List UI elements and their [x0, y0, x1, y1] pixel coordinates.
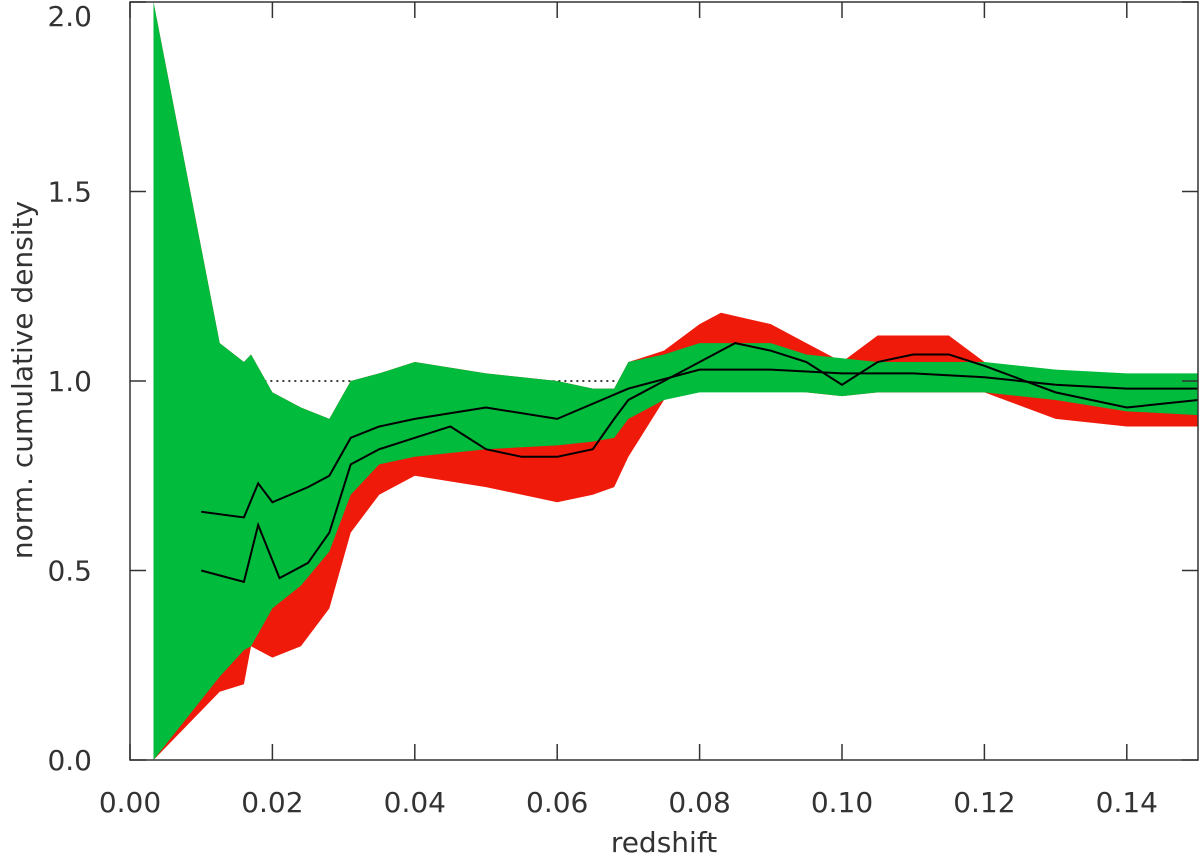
x-tick-label: 0.12	[953, 786, 1015, 819]
y-tick-label: 0.5	[47, 555, 92, 588]
x-tick-label: 0.00	[99, 786, 161, 819]
y-tick-label: 1.5	[47, 176, 92, 209]
band	[153, 2, 1199, 760]
x-tick-label: 0.08	[668, 786, 730, 819]
y-tick-label: 1.0	[47, 365, 92, 398]
x-axis-label: redshift	[611, 826, 717, 859]
y-axis-label: norm. cumulative density	[6, 201, 39, 559]
x-tick-label: 0.02	[241, 786, 303, 819]
x-tick-label: 0.06	[526, 786, 588, 819]
x-tick-label: 0.10	[811, 786, 873, 819]
y-tick-label: 0.0	[47, 744, 92, 777]
y-tick-label: 2.0	[47, 0, 92, 33]
x-tick-label: 0.04	[384, 786, 446, 819]
line	[200, 342, 1199, 584]
x-tick-label: 0.14	[1096, 786, 1158, 819]
line	[201, 368, 1198, 519]
